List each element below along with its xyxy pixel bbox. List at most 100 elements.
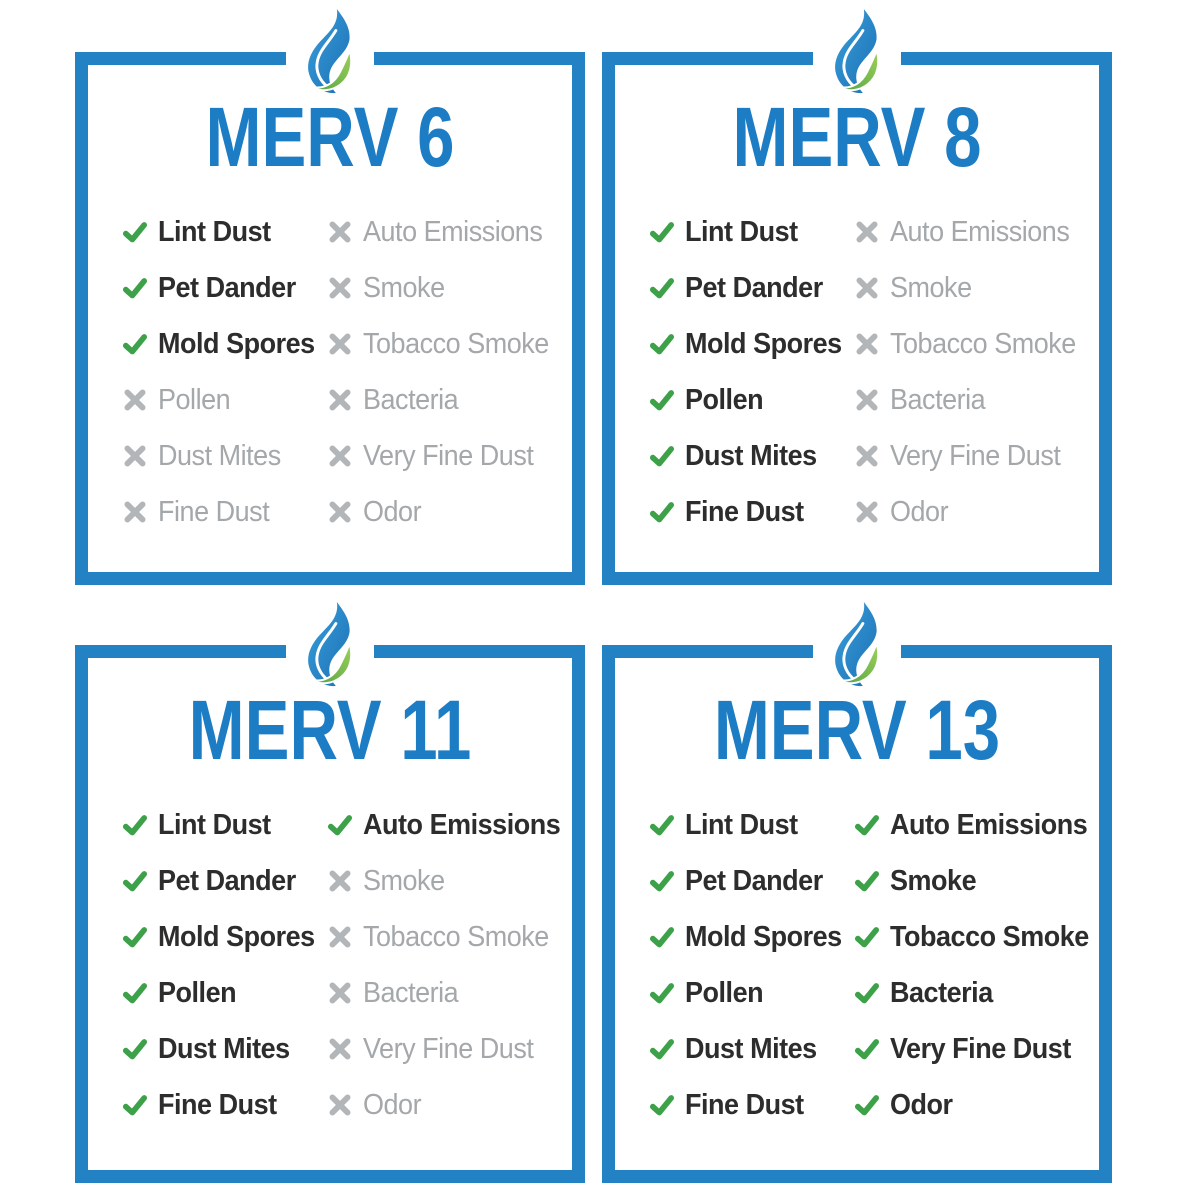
filter-item: Auto Emissions bbox=[326, 810, 575, 840]
filter-item: Lint Dust bbox=[121, 810, 326, 840]
filter-item: Dust Mites bbox=[121, 441, 326, 471]
cross-icon bbox=[326, 923, 354, 951]
check-icon bbox=[853, 1035, 881, 1063]
filter-item-label: Lint Dust bbox=[685, 808, 798, 841]
filter-item-label: Fine Dust bbox=[685, 495, 804, 528]
filter-item-label: Dust Mites bbox=[158, 1032, 290, 1065]
filter-item: Pet Dander bbox=[648, 866, 853, 896]
flame-leaf-logo-icon bbox=[830, 602, 884, 688]
check-icon bbox=[121, 1035, 149, 1063]
check-icon bbox=[648, 274, 676, 302]
right-column: Auto Emissions Smoke Tobacco Smoke Bacteria… bbox=[853, 810, 1104, 1120]
filter-item-label: Mold Spores bbox=[685, 327, 842, 360]
check-icon bbox=[648, 1035, 676, 1063]
filter-item: Bacteria bbox=[853, 385, 1090, 415]
filter-item: Very Fine Dust bbox=[853, 441, 1090, 471]
check-icon bbox=[648, 218, 676, 246]
filter-item-label: Lint Dust bbox=[158, 808, 271, 841]
filter-item: Odor bbox=[853, 1090, 1104, 1120]
filter-columns: Lint Dust Pet Dander Mold Spores Pollen Dust… bbox=[615, 179, 1099, 527]
panel-title: MERV 6 bbox=[205, 90, 455, 184]
filter-columns: Lint Dust Pet Dander Mold Spores Pollen Dust… bbox=[615, 772, 1099, 1120]
check-icon bbox=[648, 811, 676, 839]
filter-item-label: Fine Dust bbox=[158, 495, 270, 528]
filter-item-label: Odor bbox=[363, 495, 422, 528]
filter-item: Bacteria bbox=[853, 978, 1104, 1008]
filter-item: Tobacco Smoke bbox=[326, 922, 575, 952]
cross-icon bbox=[326, 386, 354, 414]
filter-item-label: Smoke bbox=[890, 864, 977, 897]
filter-item-label: Auto Emissions bbox=[363, 808, 561, 841]
filter-item: Smoke bbox=[326, 866, 575, 896]
filter-item-label: Pet Dander bbox=[685, 864, 823, 897]
filter-item: Tobacco Smoke bbox=[326, 329, 563, 359]
check-icon bbox=[648, 1091, 676, 1119]
flame-leaf-logo-icon bbox=[303, 9, 357, 95]
filter-item-label: Mold Spores bbox=[158, 327, 315, 360]
filter-item: Mold Spores bbox=[121, 922, 326, 952]
filter-item: Dust Mites bbox=[648, 1034, 853, 1064]
filter-item: Tobacco Smoke bbox=[853, 329, 1090, 359]
filter-item: Very Fine Dust bbox=[853, 1034, 1104, 1064]
filter-item: Auto Emissions bbox=[326, 217, 563, 247]
filter-columns: Lint Dust Pet Dander Mold Spores Pollen Dust… bbox=[88, 179, 572, 527]
filter-item-label: Pollen bbox=[685, 976, 764, 1009]
right-column: Auto Emissions Smoke Tobacco Smoke Bacteria… bbox=[326, 810, 575, 1120]
merv-comparison-grid: MERV 6 Lint Dust Pet Dander Mold Spores Pol… bbox=[75, 9, 1112, 1183]
filter-item-label: Tobacco Smoke bbox=[890, 920, 1089, 953]
check-icon bbox=[648, 442, 676, 470]
cross-icon bbox=[121, 442, 149, 470]
filter-item: Dust Mites bbox=[648, 441, 853, 471]
filter-item-label: Very Fine Dust bbox=[890, 1032, 1071, 1065]
check-icon bbox=[648, 867, 676, 895]
logo-leaf bbox=[312, 46, 353, 92]
cross-icon bbox=[853, 274, 881, 302]
merv-panel: MERV 6 Lint Dust Pet Dander Mold Spores Pol… bbox=[75, 9, 585, 585]
filter-item-label: Auto Emissions bbox=[363, 215, 543, 248]
filter-item: Lint Dust bbox=[121, 217, 326, 247]
cross-icon bbox=[853, 218, 881, 246]
filter-item: Pollen bbox=[121, 978, 326, 1008]
filter-item: Bacteria bbox=[326, 978, 575, 1008]
filter-item-label: Bacteria bbox=[890, 976, 993, 1009]
check-icon bbox=[121, 330, 149, 358]
filter-item-label: Tobacco Smoke bbox=[363, 327, 549, 360]
left-column: Lint Dust Pet Dander Mold Spores Pollen Dust… bbox=[648, 810, 853, 1120]
filter-item: Fine Dust bbox=[121, 497, 326, 527]
filter-item-label: Pet Dander bbox=[158, 864, 296, 897]
filter-item: Fine Dust bbox=[121, 1090, 326, 1120]
filter-item-label: Auto Emissions bbox=[890, 808, 1088, 841]
check-icon bbox=[648, 923, 676, 951]
cross-icon bbox=[326, 498, 354, 526]
filter-item: Bacteria bbox=[326, 385, 563, 415]
filter-item: Very Fine Dust bbox=[326, 441, 563, 471]
panel-title: MERV 13 bbox=[713, 683, 1001, 777]
left-column: Lint Dust Pet Dander Mold Spores Pollen Dust… bbox=[121, 217, 326, 527]
flame-leaf-logo-icon bbox=[303, 602, 357, 688]
check-icon bbox=[853, 811, 881, 839]
cross-icon bbox=[853, 442, 881, 470]
merv-panel: MERV 11 Lint Dust Pet Dander Mold Spores Po… bbox=[75, 602, 585, 1183]
filter-item: Mold Spores bbox=[121, 329, 326, 359]
logo-leaf bbox=[839, 46, 880, 92]
filter-item: Smoke bbox=[853, 866, 1104, 896]
check-icon bbox=[853, 979, 881, 1007]
filter-item-label: Tobacco Smoke bbox=[890, 327, 1076, 360]
right-column: Auto Emissions Smoke Tobacco Smoke Bacteria… bbox=[853, 217, 1090, 527]
filter-item: Pollen bbox=[121, 385, 326, 415]
filter-item-label: Smoke bbox=[890, 271, 972, 304]
cross-icon bbox=[853, 330, 881, 358]
flame-leaf-logo-icon bbox=[830, 9, 884, 95]
logo-flame-highlight bbox=[842, 29, 865, 89]
cross-icon bbox=[853, 386, 881, 414]
filter-item-label: Dust Mites bbox=[685, 439, 817, 472]
check-icon bbox=[853, 867, 881, 895]
filter-item-label: Tobacco Smoke bbox=[363, 920, 549, 953]
cross-icon bbox=[326, 218, 354, 246]
filter-item: Lint Dust bbox=[648, 810, 853, 840]
check-icon bbox=[121, 923, 149, 951]
logo-leaf bbox=[839, 639, 880, 685]
filter-item-label: Pollen bbox=[685, 383, 764, 416]
check-icon bbox=[121, 274, 149, 302]
filter-item-label: Mold Spores bbox=[158, 920, 315, 953]
